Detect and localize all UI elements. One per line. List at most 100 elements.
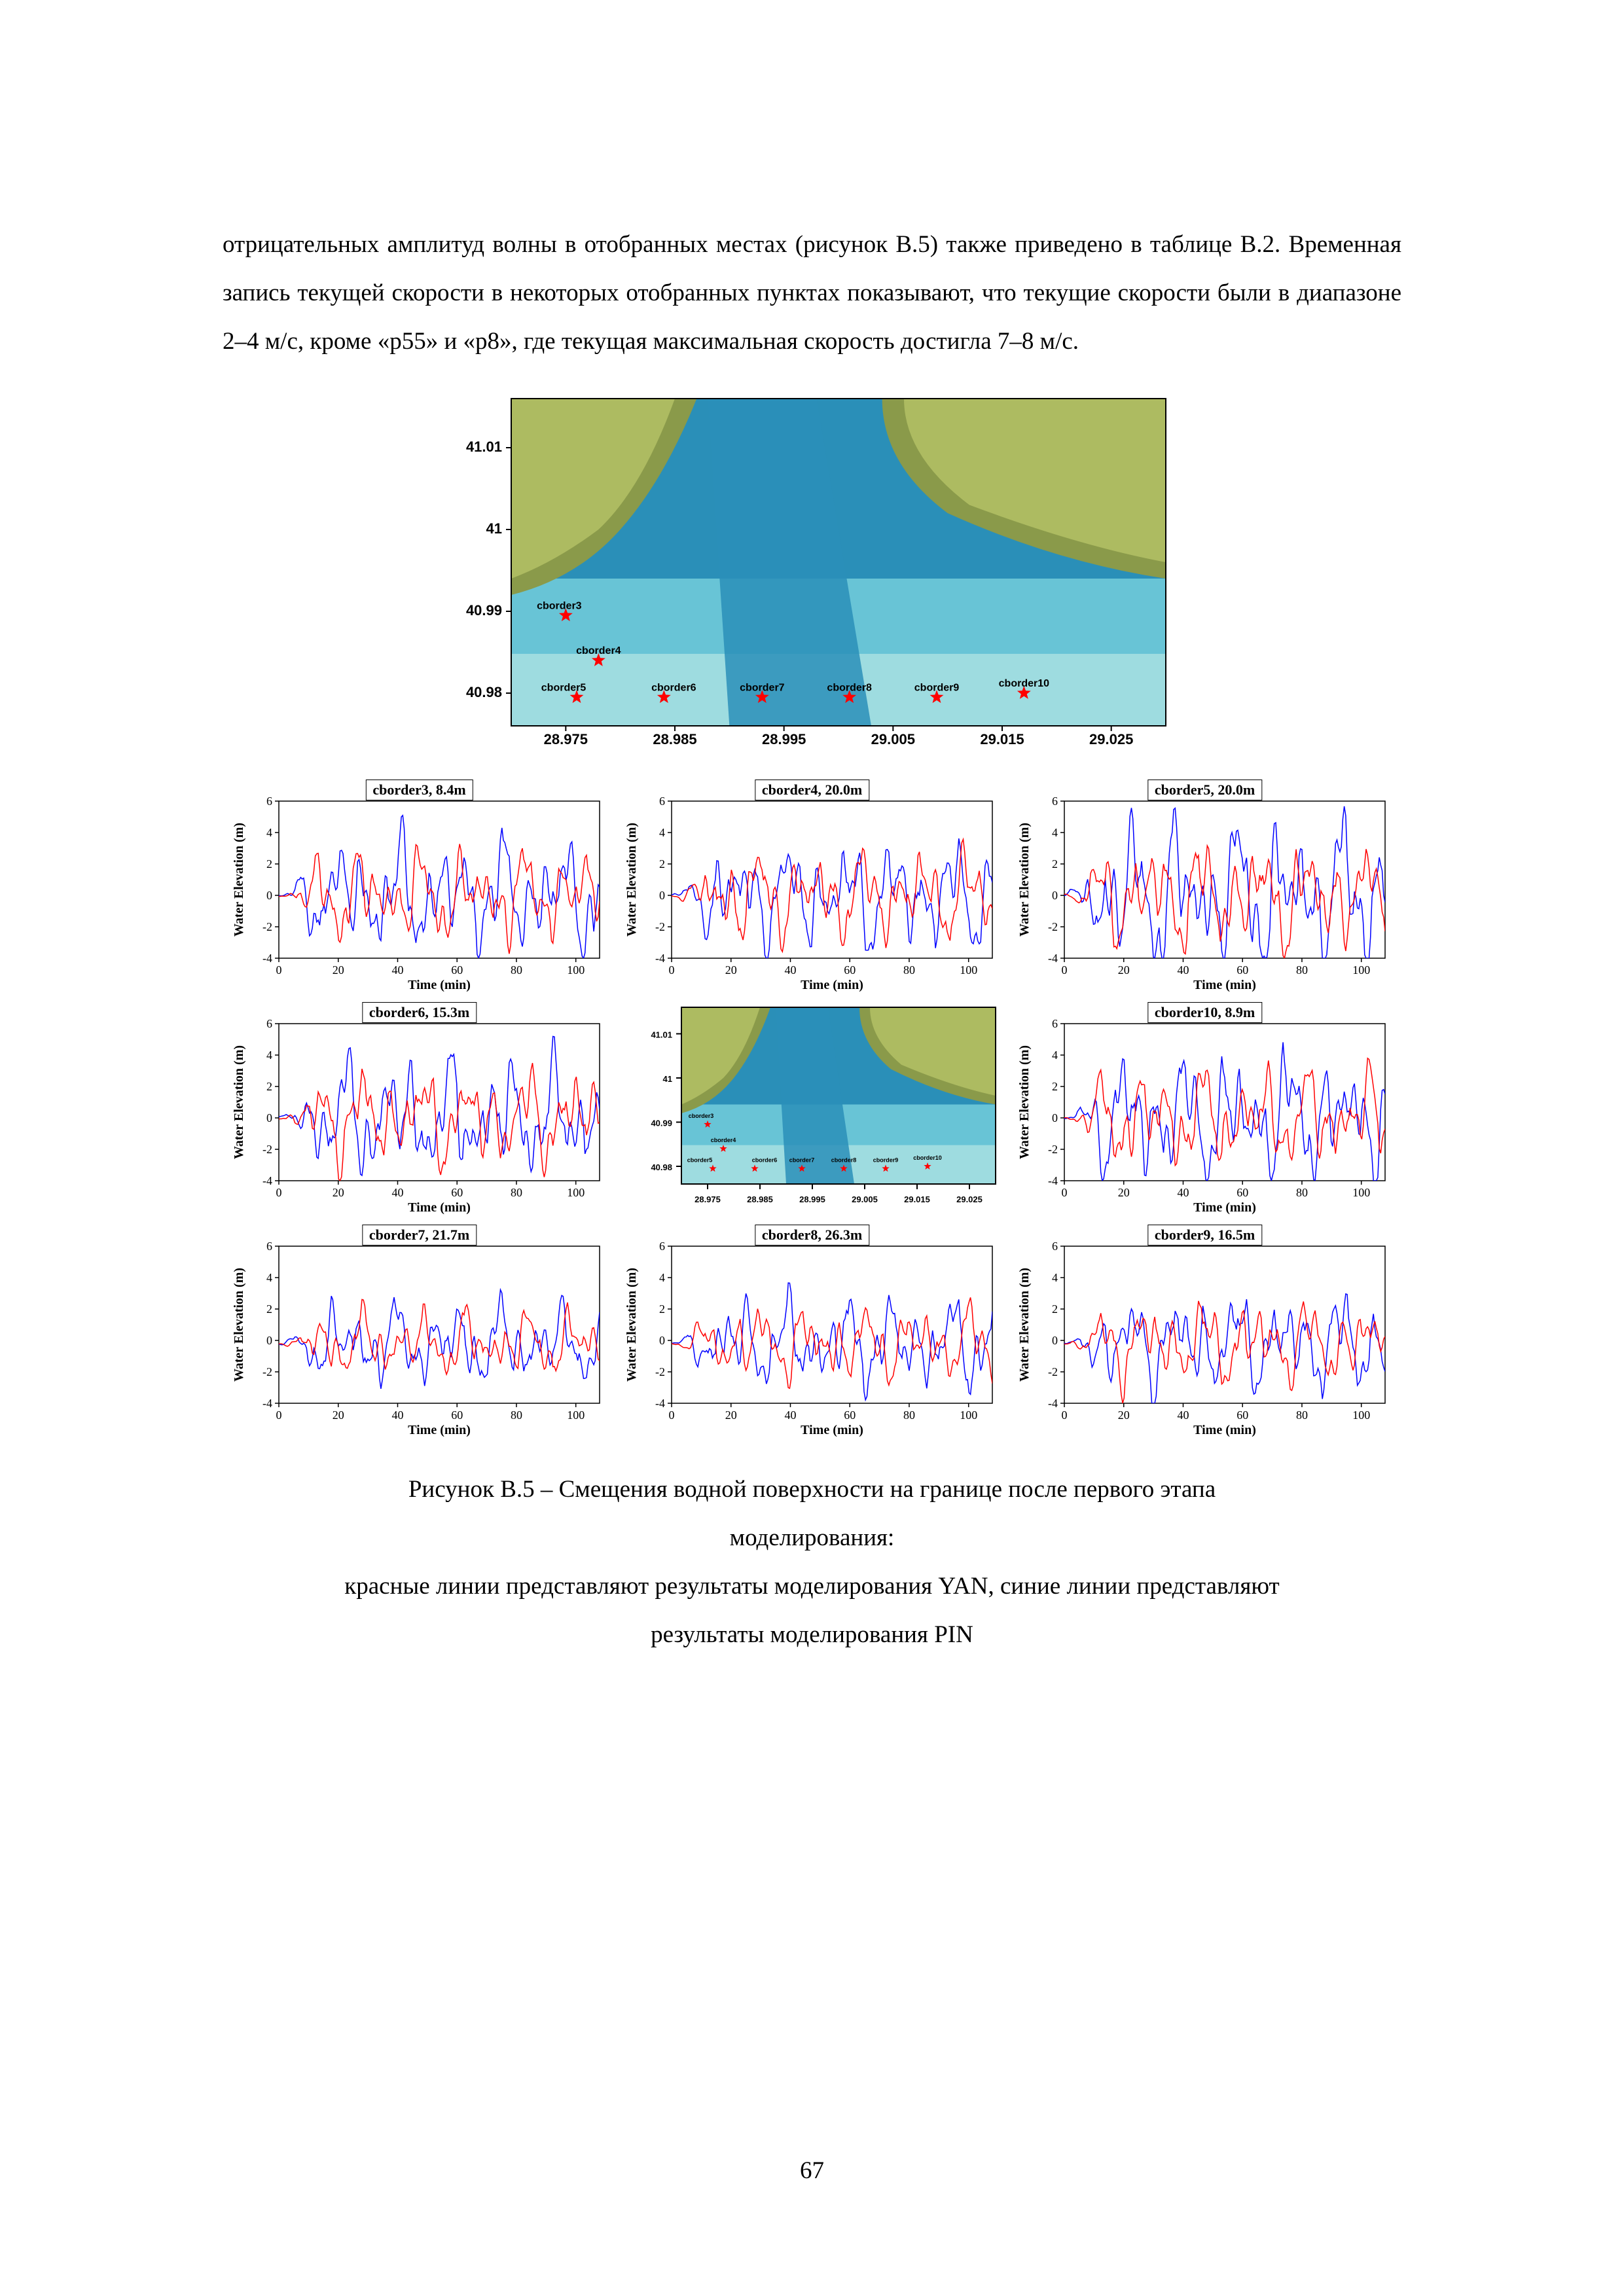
svg-text:Time (min): Time (min) — [1193, 1200, 1256, 1215]
svg-text:0: 0 — [266, 889, 272, 902]
svg-text:28.985: 28.985 — [653, 731, 696, 747]
svg-text:20: 20 — [1117, 1186, 1129, 1199]
svg-text:6: 6 — [266, 1240, 272, 1253]
caption-line-1: Рисунок В.5 – Смещения водной поверхност… — [223, 1465, 1401, 1514]
chart-title: cborder9, 16.5m — [1147, 1225, 1262, 1246]
chart-grid: -4-20246020406080100Time (min)Water Elev… — [223, 778, 1401, 1439]
svg-text:28.985: 28.985 — [747, 1194, 773, 1204]
svg-text:0: 0 — [1061, 963, 1067, 977]
svg-text:40.99: 40.99 — [651, 1119, 672, 1128]
svg-text:40: 40 — [391, 1186, 403, 1199]
svg-text:60: 60 — [1236, 1408, 1248, 1422]
svg-text:100: 100 — [567, 1408, 585, 1422]
svg-text:4: 4 — [266, 826, 272, 839]
svg-text:0: 0 — [276, 1408, 281, 1422]
chart-7: -4-20246020406080100Time (min)Water Elev… — [623, 1223, 1002, 1439]
svg-text:cborder8: cborder8 — [831, 1157, 856, 1163]
svg-text:-4: -4 — [262, 1174, 272, 1187]
svg-text:cborder9: cborder9 — [873, 1157, 898, 1163]
svg-text:-2: -2 — [262, 1365, 272, 1378]
svg-text:60: 60 — [1236, 1186, 1248, 1199]
svg-text:Time (min): Time (min) — [408, 1200, 471, 1215]
svg-text:80: 80 — [903, 1408, 914, 1422]
chart-cell-4: 41.014140.9940.9828.97528.98528.99529.00… — [623, 1001, 1002, 1217]
svg-text:100: 100 — [1352, 1408, 1370, 1422]
svg-text:cborder9: cborder9 — [914, 682, 959, 693]
svg-text:0: 0 — [1052, 889, 1058, 902]
svg-text:cborder6: cborder6 — [751, 1157, 777, 1163]
svg-text:60: 60 — [451, 1408, 463, 1422]
svg-text:80: 80 — [510, 1186, 522, 1199]
chart-title: cborder5, 20.0m — [1147, 780, 1262, 800]
svg-text:60: 60 — [844, 1408, 856, 1422]
svg-text:Time (min): Time (min) — [801, 1423, 863, 1437]
svg-text:100: 100 — [1352, 963, 1370, 977]
svg-text:29.015: 29.015 — [904, 1194, 930, 1204]
chart-5: -4-20246020406080100Time (min)Water Elev… — [1015, 1001, 1395, 1217]
svg-text:0: 0 — [659, 1334, 665, 1347]
svg-text:60: 60 — [451, 1186, 463, 1199]
svg-text:100: 100 — [1352, 1186, 1370, 1199]
svg-text:-2: -2 — [655, 920, 665, 933]
svg-text:4: 4 — [266, 1049, 272, 1062]
chart-cell-1: -4-20246020406080100Time (min)Water Elev… — [623, 778, 1002, 994]
caption-line-2: моделирования: — [223, 1514, 1401, 1562]
page-number: 67 — [0, 2157, 1624, 2185]
svg-text:-4: -4 — [1048, 952, 1058, 965]
chart-title: cborder6, 15.3m — [362, 1002, 477, 1023]
svg-text:20: 20 — [725, 1408, 736, 1422]
chart-cell-2: -4-20246020406080100Time (min)Water Elev… — [1015, 778, 1395, 994]
svg-text:-2: -2 — [655, 1365, 665, 1378]
svg-text:2: 2 — [266, 1080, 272, 1093]
svg-text:2: 2 — [266, 857, 272, 870]
svg-text:40: 40 — [784, 1408, 796, 1422]
svg-text:0: 0 — [1052, 1111, 1058, 1124]
svg-text:0: 0 — [668, 963, 674, 977]
svg-text:20: 20 — [332, 1186, 344, 1199]
page: отрицательных амплитуд волны в отобранны… — [0, 0, 1624, 2296]
svg-text:41: 41 — [662, 1074, 672, 1084]
svg-text:2: 2 — [659, 857, 665, 870]
svg-text:-4: -4 — [262, 952, 272, 965]
svg-text:Time (min): Time (min) — [408, 978, 471, 992]
svg-text:40.98: 40.98 — [465, 684, 501, 700]
svg-text:0: 0 — [1052, 1334, 1058, 1347]
svg-text:41.01: 41.01 — [465, 439, 501, 455]
svg-text:20: 20 — [725, 963, 736, 977]
svg-text:0: 0 — [659, 889, 665, 902]
svg-text:-4: -4 — [1048, 1174, 1058, 1187]
svg-text:41: 41 — [486, 520, 501, 537]
svg-text:cborder5: cborder5 — [687, 1157, 712, 1163]
figure-caption: Рисунок В.5 – Смещения водной поверхност… — [223, 1465, 1401, 1659]
svg-text:20: 20 — [332, 963, 344, 977]
svg-text:Water Elevation (m): Water Elevation (m) — [624, 823, 639, 937]
svg-text:40.99: 40.99 — [465, 602, 501, 619]
svg-text:80: 80 — [1295, 1408, 1307, 1422]
svg-text:0: 0 — [266, 1111, 272, 1124]
svg-text:-2: -2 — [1048, 920, 1058, 933]
svg-text:29.015: 29.015 — [980, 731, 1024, 747]
chart-title: cborder7, 21.7m — [362, 1225, 477, 1246]
svg-text:100: 100 — [960, 963, 977, 977]
chart-cell-6: -4-20246020406080100Time (min)Water Elev… — [230, 1223, 609, 1439]
svg-text:2: 2 — [659, 1302, 665, 1316]
chart-1: -4-20246020406080100Time (min)Water Elev… — [623, 778, 1002, 994]
chart-cell-5: -4-20246020406080100Time (min)Water Elev… — [1015, 1001, 1395, 1217]
svg-text:cborder7: cborder7 — [740, 682, 785, 693]
caption-line-3: красные линии представляют результаты мо… — [223, 1562, 1401, 1611]
chart-cell-7: -4-20246020406080100Time (min)Water Elev… — [623, 1223, 1002, 1439]
svg-text:28.995: 28.995 — [762, 731, 806, 747]
chart-cell-8: -4-20246020406080100Time (min)Water Elev… — [1015, 1223, 1395, 1439]
svg-text:60: 60 — [451, 963, 463, 977]
svg-text:cborder3: cborder3 — [537, 600, 582, 611]
chart-3: -4-20246020406080100Time (min)Water Elev… — [230, 1001, 609, 1217]
svg-text:0: 0 — [668, 1408, 674, 1422]
caption-line-4: результаты моделирования PIN — [223, 1611, 1401, 1659]
chart-title: cborder3, 8.4m — [365, 780, 473, 800]
svg-text:40: 40 — [1177, 1408, 1189, 1422]
svg-text:2: 2 — [1052, 1302, 1058, 1316]
svg-text:Time (min): Time (min) — [1193, 978, 1256, 992]
svg-text:29.025: 29.025 — [1089, 731, 1133, 747]
svg-text:40.98: 40.98 — [651, 1162, 672, 1172]
svg-text:cborder5: cborder5 — [541, 682, 586, 693]
